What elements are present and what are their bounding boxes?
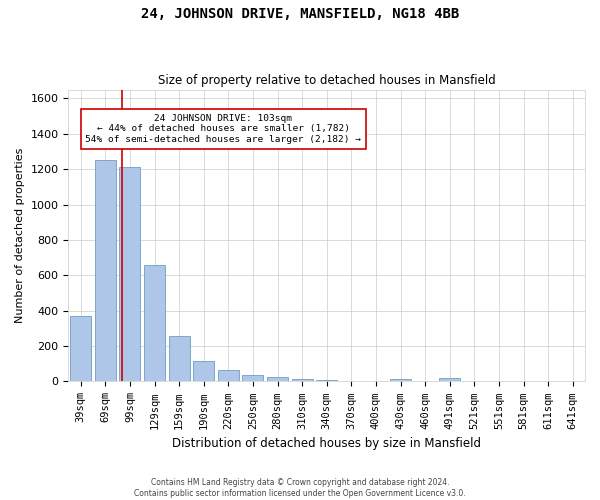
Bar	[95, 160, 116, 382]
Bar	[365, 380, 386, 382]
Bar	[218, 370, 239, 382]
Bar	[193, 361, 214, 382]
Text: Contains HM Land Registry data © Crown copyright and database right 2024.
Contai: Contains HM Land Registry data © Crown c…	[134, 478, 466, 498]
Bar	[341, 380, 362, 382]
X-axis label: Distribution of detached houses by size in Mansfield: Distribution of detached houses by size …	[172, 437, 481, 450]
Y-axis label: Number of detached properties: Number of detached properties	[15, 148, 25, 323]
Title: Size of property relative to detached houses in Mansfield: Size of property relative to detached ho…	[158, 74, 496, 87]
Bar	[119, 168, 140, 382]
Bar	[316, 380, 337, 382]
Text: 24, JOHNSON DRIVE, MANSFIELD, NG18 4BB: 24, JOHNSON DRIVE, MANSFIELD, NG18 4BB	[141, 8, 459, 22]
Bar	[144, 264, 165, 382]
Bar	[169, 336, 190, 382]
Bar	[70, 316, 91, 382]
Bar	[292, 379, 313, 382]
Bar	[439, 378, 460, 382]
Bar	[415, 380, 436, 382]
Text: 24 JOHNSON DRIVE: 103sqm
← 44% of detached houses are smaller (1,782)
54% of sem: 24 JOHNSON DRIVE: 103sqm ← 44% of detach…	[85, 114, 361, 144]
Bar	[267, 377, 288, 382]
Bar	[390, 379, 411, 382]
Bar	[242, 376, 263, 382]
